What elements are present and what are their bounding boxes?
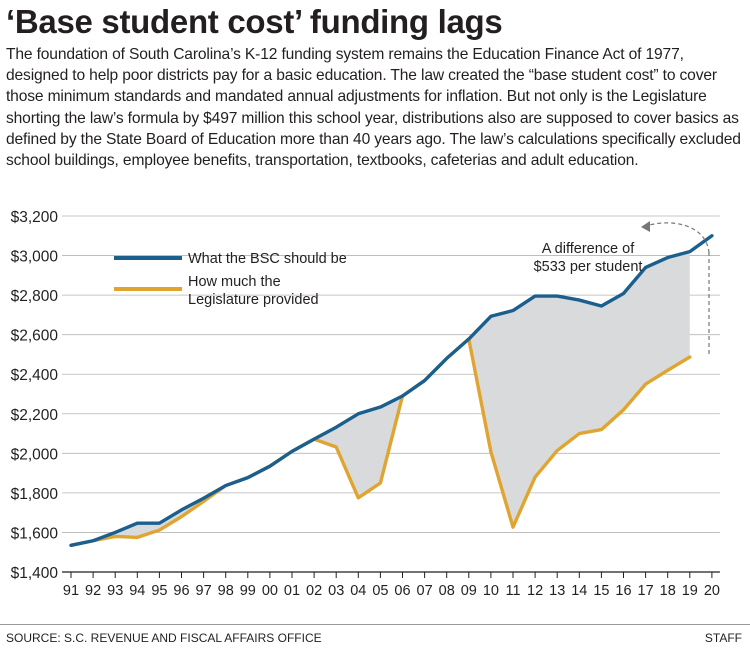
x-tick-label: 95 bbox=[151, 583, 167, 599]
x-tick-label: 98 bbox=[218, 583, 234, 599]
series-line-should bbox=[69, 234, 714, 547]
legend-label-line: How much the bbox=[188, 274, 281, 290]
x-tick-label: 91 bbox=[63, 583, 79, 599]
x-tick-label: 93 bbox=[107, 583, 123, 599]
x-tick-label: 10 bbox=[483, 583, 499, 599]
y-tick-label: $2,400 bbox=[11, 367, 59, 384]
y-tick-label: $3,000 bbox=[11, 249, 59, 266]
x-tick-label: 06 bbox=[394, 583, 410, 599]
x-tick-label: 12 bbox=[527, 583, 543, 599]
x-tick-label: 13 bbox=[549, 583, 565, 599]
legend-label-line: Legislature provided bbox=[188, 292, 319, 308]
gap-fill bbox=[71, 251, 690, 546]
staff-credit: STAFF bbox=[704, 631, 742, 645]
annotation-arrow-curve bbox=[644, 222, 710, 254]
annotation-line: A difference of bbox=[542, 241, 635, 257]
annotation-text: A difference of $533 per student bbox=[534, 241, 643, 275]
gap-area bbox=[71, 251, 690, 546]
y-tick-label: $1,600 bbox=[11, 525, 59, 542]
legend-label-should: What the BSC should be bbox=[188, 251, 347, 267]
legend-label-provided: How much the Legislature provided bbox=[188, 274, 319, 308]
y-tick-label: $1,400 bbox=[11, 565, 59, 582]
x-tick-label: 00 bbox=[262, 583, 278, 599]
chart-title: ‘Base student cost’ funding lags bbox=[6, 3, 503, 40]
legend: What the BSC should be How much the Legis… bbox=[114, 251, 347, 308]
x-tick-label: 92 bbox=[85, 583, 101, 599]
x-tick-label: 09 bbox=[461, 583, 477, 599]
axes: $1,400 $1,600 $1,800 $2,000 $2,200 $2,400 $2,6… bbox=[11, 209, 720, 599]
y-tick-label: $3,200 bbox=[11, 209, 59, 226]
x-tick-label: 16 bbox=[615, 583, 631, 599]
chart-svg: $1,400 $1,600 $1,800 $2,000 $2,200 $2,400 $2,6… bbox=[11, 209, 720, 599]
footer: SOURCE: S.C. REVENUE AND FISCAL AFFAIRS … bbox=[0, 624, 750, 651]
x-tick-label: 19 bbox=[682, 583, 698, 599]
x-tick-label: 11 bbox=[505, 583, 520, 599]
x-tick-label: 15 bbox=[593, 583, 609, 599]
x-tick-label: 96 bbox=[173, 583, 189, 599]
y-tick-label: $2,200 bbox=[11, 407, 59, 424]
annotation-arrowhead bbox=[641, 221, 650, 232]
x-tick-label: 03 bbox=[328, 583, 344, 599]
source-credit: SOURCE: S.C. REVENUE AND FISCAL AFFAIRS … bbox=[6, 631, 322, 645]
x-tick-label: 02 bbox=[306, 583, 322, 599]
x-tick-label: 99 bbox=[240, 583, 256, 599]
annotation-group: A difference of $533 per student bbox=[534, 221, 710, 355]
y-tick-label: $2,800 bbox=[11, 288, 59, 305]
x-tick-label: 04 bbox=[350, 583, 366, 599]
x-tick-label: 94 bbox=[129, 583, 145, 599]
x-tick-label: 17 bbox=[638, 583, 654, 599]
x-tick-label: 18 bbox=[660, 583, 676, 599]
x-tick-label: 05 bbox=[372, 583, 388, 599]
y-tick-label: $1,800 bbox=[11, 486, 59, 503]
x-tick-label: 14 bbox=[571, 583, 587, 599]
x-tick-label: 20 bbox=[704, 583, 720, 599]
annotation-line: $533 per student bbox=[534, 259, 643, 275]
x-tick-label: 07 bbox=[417, 583, 433, 599]
y-tick-label: $2,600 bbox=[11, 328, 59, 345]
series-line-provided bbox=[69, 337, 692, 547]
x-tick-label: 97 bbox=[196, 583, 212, 599]
x-tick-label: 08 bbox=[439, 583, 455, 599]
intro-paragraph: The foundation of South Carolina’s K-12 … bbox=[6, 46, 741, 170]
series-lines bbox=[69, 234, 714, 547]
x-tick-label: 01 bbox=[284, 583, 300, 599]
y-tick-label: $2,000 bbox=[11, 446, 59, 463]
